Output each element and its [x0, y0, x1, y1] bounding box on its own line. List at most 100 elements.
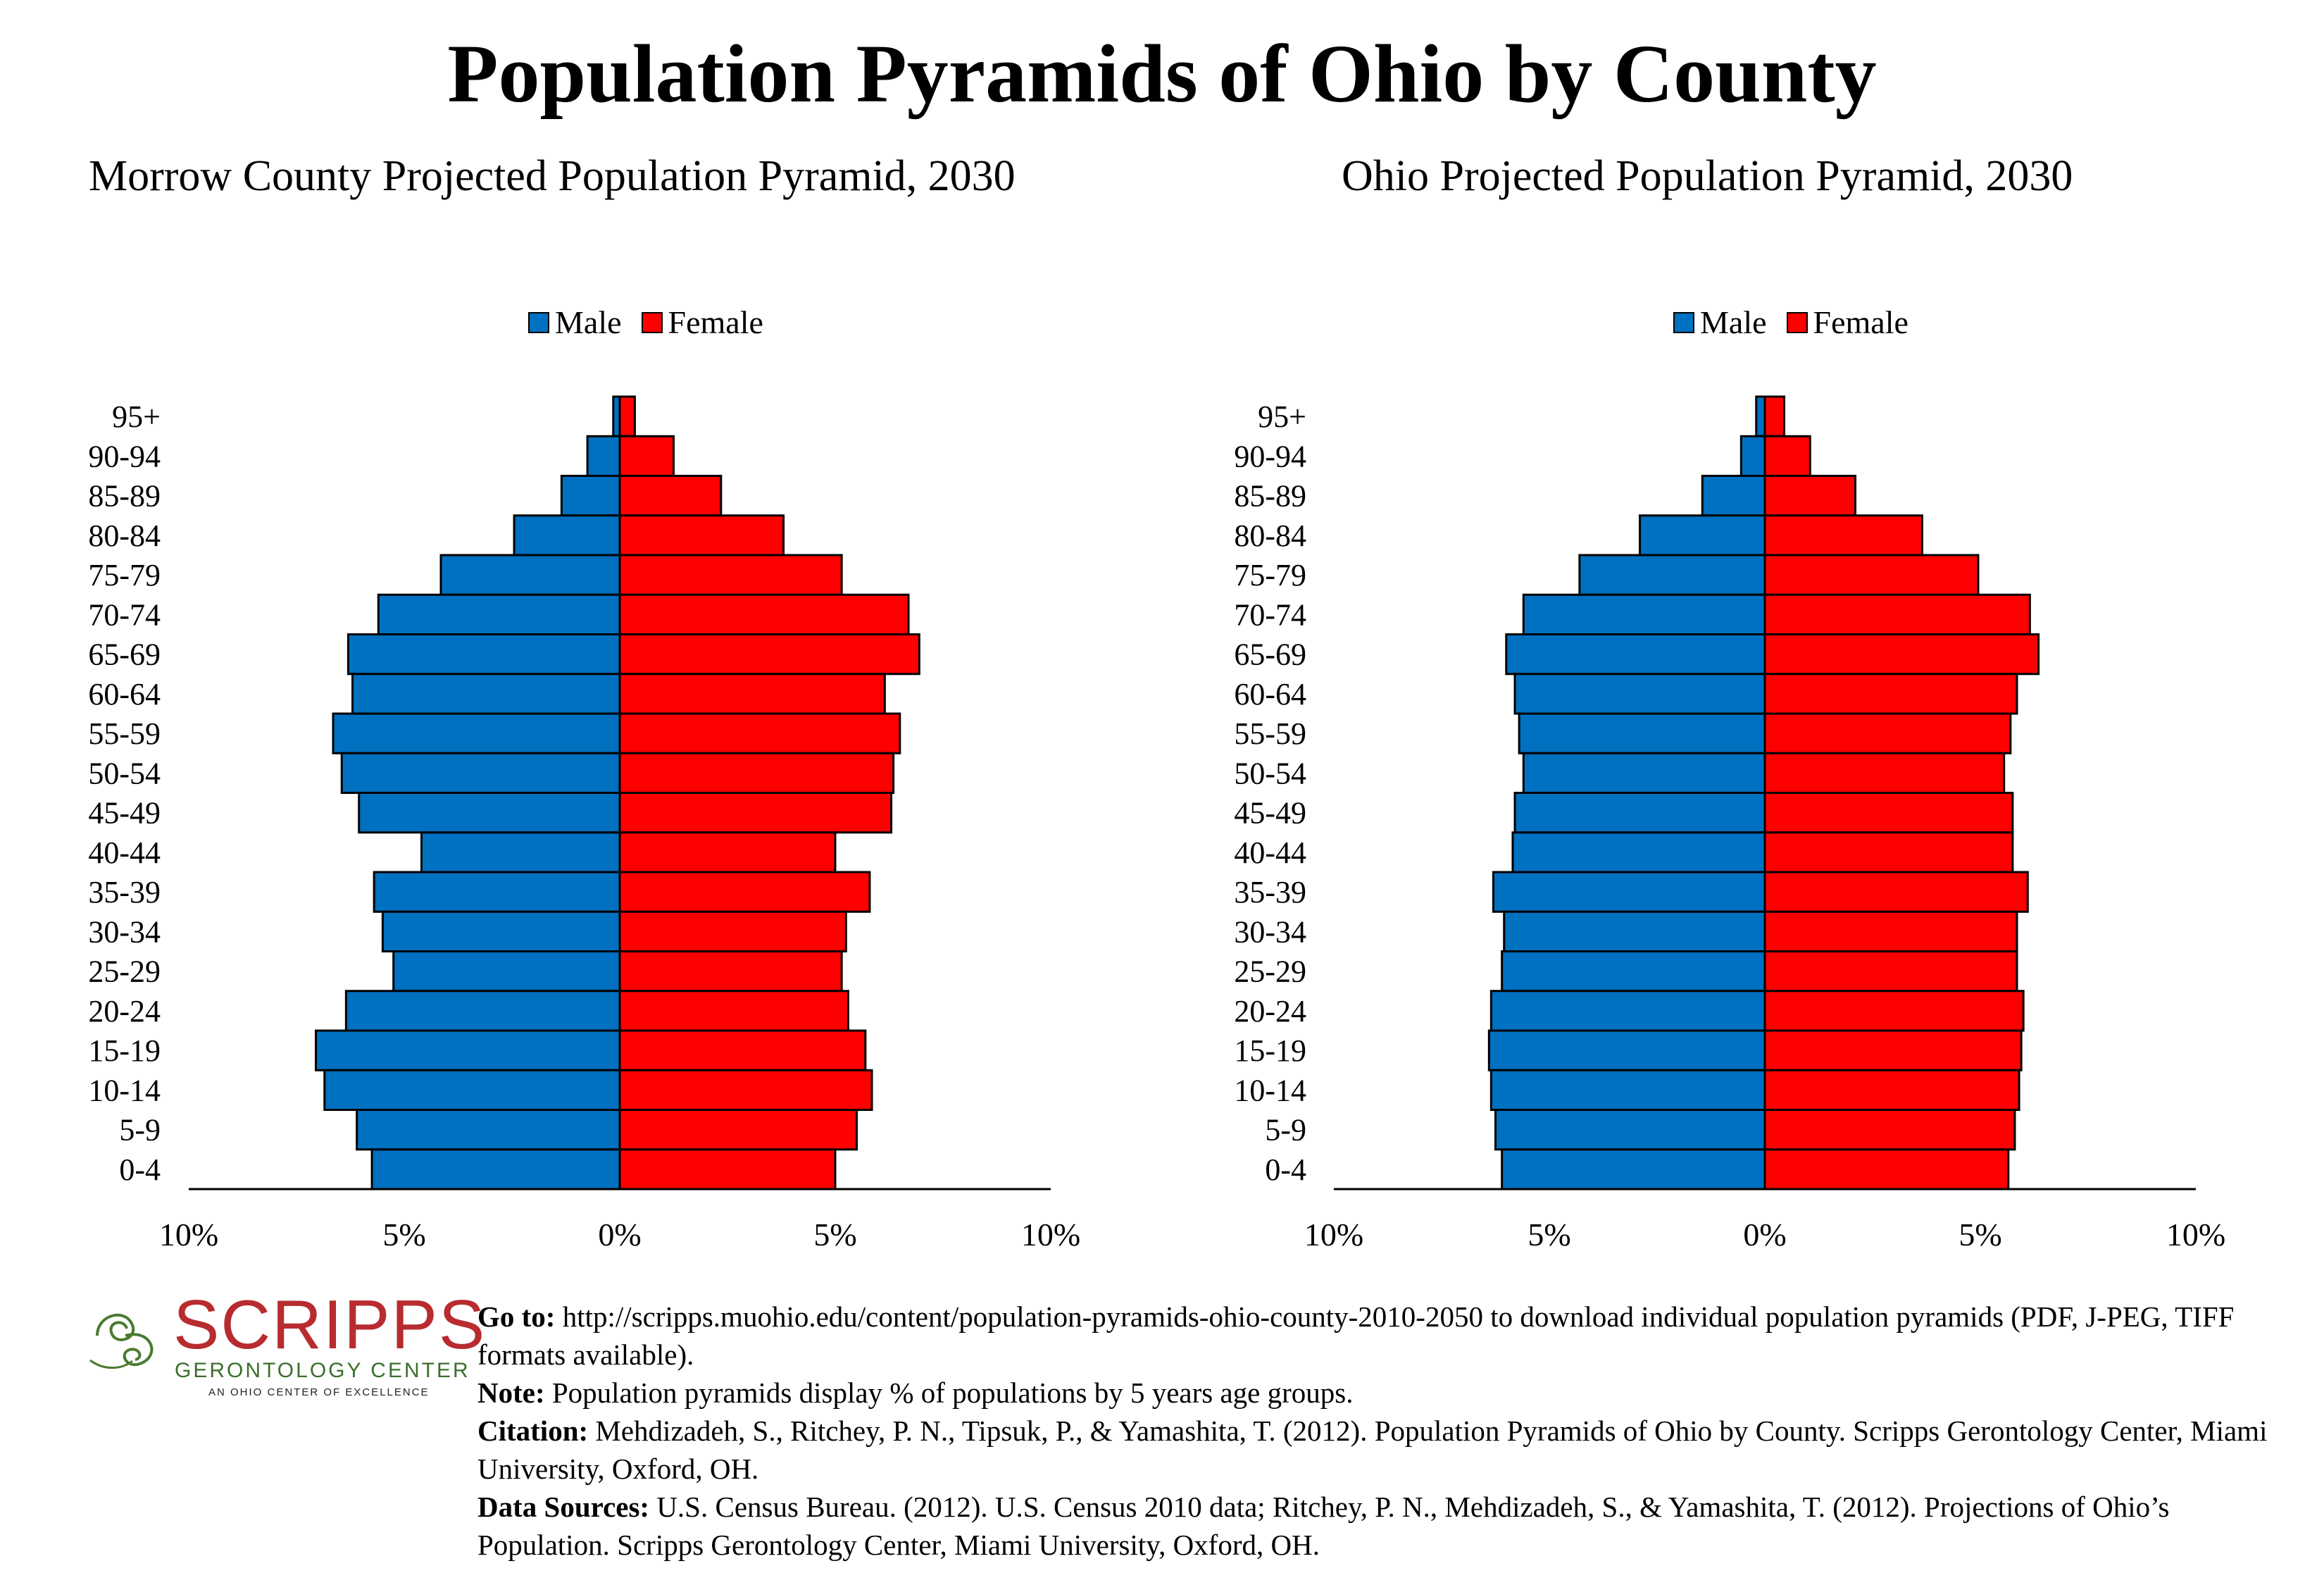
note-sources: Data Sources: U.S. Census Bureau. (2012)…: [477, 1488, 2309, 1564]
legend-swatch-male: [1673, 312, 1694, 333]
note-label: Data Sources:: [477, 1491, 650, 1523]
note-label: Citation:: [477, 1415, 589, 1447]
age-label: 50-54: [1234, 756, 1306, 790]
x-tick-label: 5%: [813, 1217, 856, 1253]
note-goto: Go to: http://scripps.muohio.edu/content…: [477, 1298, 2309, 1374]
bar-female-85-89: [618, 475, 723, 517]
age-label: 30-34: [88, 914, 161, 949]
bar-female-60-64: [618, 673, 886, 715]
chart-title-morrow: Morrow County Projected Population Pyram…: [89, 152, 1016, 200]
bar-male-40-44: [420, 831, 621, 874]
bar-female-35-39: [1763, 871, 2029, 913]
legend-label-female: Female: [668, 304, 763, 340]
bar-male-75-79: [1578, 554, 1766, 596]
bar-female-10-14: [1763, 1069, 2020, 1111]
legend-item-male: Male: [1673, 302, 1767, 344]
bar-female-70-74: [1763, 593, 2031, 635]
legend-swatch-female: [1786, 312, 1808, 333]
bar-female-25-29: [1763, 950, 2018, 993]
age-label: 10-14: [88, 1073, 161, 1107]
age-label: 85-89: [88, 479, 161, 514]
bar-male-25-29: [1501, 950, 1766, 993]
bar-male-70-74: [1522, 593, 1766, 635]
bar-female-30-34: [618, 910, 847, 952]
x-tick-label: 5%: [1958, 1217, 2001, 1253]
bar-female-50-54: [1763, 752, 2006, 794]
x-tick-label: 0%: [598, 1217, 641, 1253]
x-tick-label: 10%: [1021, 1217, 1080, 1253]
bar-female-80-84: [618, 514, 785, 557]
age-label: 45-49: [88, 796, 161, 831]
note-note: Note: Population pyramids display % of p…: [477, 1374, 2309, 1412]
bar-male-55-59: [1518, 712, 1766, 754]
age-label: 10-14: [1234, 1073, 1306, 1107]
note-label: Note:: [477, 1376, 545, 1409]
logo-wordmark: SCRIPPS: [173, 1286, 487, 1363]
age-label: 55-59: [88, 716, 161, 751]
bar-male-5-9: [1494, 1109, 1766, 1151]
legend-swatch-female: [641, 312, 663, 333]
bar-female-85-89: [1763, 475, 1857, 517]
bar-male-90-94: [1739, 435, 1766, 477]
legend-item-male: Male: [528, 302, 622, 344]
age-label: 40-44: [88, 835, 161, 870]
age-label: 80-84: [88, 518, 161, 553]
logo-subtitle: GERONTOLOGY CENTER: [175, 1359, 470, 1382]
x-tick-label: 5%: [382, 1217, 425, 1253]
page-title: Population Pyramids of Ohio by County: [447, 27, 1877, 120]
bar-male-75-79: [439, 554, 621, 596]
bar-male-80-84: [1639, 514, 1766, 557]
x-tick-label: 10%: [1304, 1217, 1363, 1253]
legend-label-female: Female: [1813, 304, 1908, 340]
legend-swatch-male: [528, 312, 549, 333]
logo-tagline: AN OHIO CENTER OF EXCELLENCE: [208, 1386, 430, 1398]
age-label: 65-69: [88, 638, 161, 672]
bar-female-5-9: [618, 1109, 858, 1151]
note-text: http://scripps.muohio.edu/content/popula…: [477, 1300, 2235, 1371]
age-label: 40-44: [1234, 835, 1306, 870]
age-label: 70-74: [1234, 597, 1306, 632]
bar-male-80-84: [513, 514, 621, 557]
bar-female-25-29: [618, 950, 843, 993]
age-label: 30-34: [1234, 914, 1306, 949]
bar-male-65-69: [1505, 633, 1766, 676]
note-text: U.S. Census Bureau. (2012). U.S. Census …: [477, 1491, 2170, 1561]
bar-male-45-49: [1513, 792, 1766, 834]
age-label: 55-59: [1234, 716, 1306, 751]
bar-female-70-74: [618, 593, 910, 635]
bar-male-0-4: [1501, 1148, 1766, 1191]
legend-label-male: Male: [555, 304, 622, 340]
legend-ohio: Male Female: [1673, 302, 1928, 344]
bar-female-80-84: [1763, 514, 1923, 557]
bar-female-30-34: [1763, 910, 2018, 952]
bar-female-15-19: [1763, 1029, 2023, 1071]
bar-female-75-79: [1763, 554, 1980, 596]
bar-male-30-34: [1503, 910, 1766, 952]
note-citation: Citation: Mehdizadeh, S., Ritchey, P. N.…: [477, 1412, 2309, 1488]
bar-male-25-29: [392, 950, 621, 993]
age-label: 15-19: [1234, 1033, 1306, 1068]
note-label: Go to:: [477, 1300, 556, 1333]
age-label: 85-89: [1234, 479, 1306, 514]
age-label: 90-94: [88, 439, 161, 473]
note-text: Mehdizadeh, S., Ritchey, P. N., Tipsuk, …: [477, 1415, 2268, 1485]
bar-female-90-94: [1763, 435, 1811, 477]
legend-item-female: Female: [1786, 302, 1908, 344]
bar-female-40-44: [618, 831, 837, 874]
bar-female-45-49: [618, 792, 893, 834]
bar-female-95+: [1763, 395, 1786, 437]
pyramid-chart-ohio: 95+ 90-94 85-89 80-84 75-79 70-74 65-69 60-64 55…: [1234, 395, 2225, 1253]
bar-female-0-4: [1763, 1148, 2010, 1191]
scripps-logo-icon: [89, 1313, 154, 1369]
bar-female-65-69: [1763, 633, 2040, 676]
scripps-logo: SCRIPPS GERONTOLOGY CENTER AN OHIO CENTE…: [83, 1289, 485, 1402]
bar-male-10-14: [323, 1069, 621, 1111]
age-label: 5-9: [1265, 1113, 1306, 1148]
footer-notes: Go to: http://scripps.muohio.edu/content…: [477, 1298, 2309, 1564]
age-label: 70-74: [88, 597, 161, 632]
bar-male-85-89: [1701, 475, 1766, 517]
age-label: 80-84: [1234, 518, 1306, 553]
age-label: 50-54: [88, 756, 161, 790]
bar-female-60-64: [1763, 673, 2018, 715]
bar-male-50-54: [1522, 752, 1766, 794]
